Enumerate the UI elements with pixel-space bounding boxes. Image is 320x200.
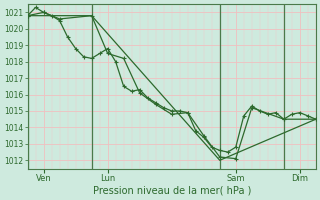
X-axis label: Pression niveau de la mer( hPa ): Pression niveau de la mer( hPa ) [92, 186, 251, 196]
